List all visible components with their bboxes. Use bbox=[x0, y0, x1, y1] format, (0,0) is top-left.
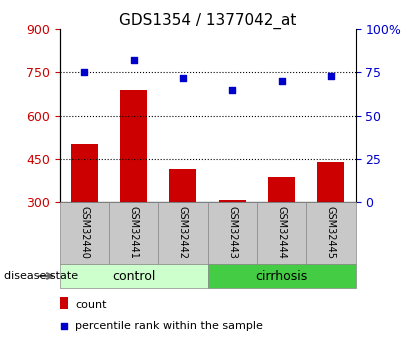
Text: cirrhosis: cirrhosis bbox=[255, 269, 308, 283]
Point bbox=[229, 87, 236, 92]
Point bbox=[81, 70, 88, 75]
Text: GSM32441: GSM32441 bbox=[129, 206, 139, 259]
Bar bbox=[268, 177, 295, 202]
Title: GDS1354 / 1377042_at: GDS1354 / 1377042_at bbox=[119, 13, 296, 29]
Bar bbox=[60, 202, 109, 264]
Bar bbox=[169, 169, 196, 202]
Bar bbox=[71, 144, 98, 202]
Point bbox=[180, 75, 186, 80]
Text: GSM32440: GSM32440 bbox=[79, 206, 89, 259]
Point bbox=[328, 73, 334, 79]
Bar bbox=[109, 202, 158, 264]
Text: GSM32442: GSM32442 bbox=[178, 206, 188, 259]
Text: count: count bbox=[75, 300, 107, 310]
Text: GSM32443: GSM32443 bbox=[227, 206, 237, 259]
Bar bbox=[60, 264, 208, 288]
Point bbox=[278, 78, 285, 84]
Bar bbox=[208, 264, 356, 288]
Bar bbox=[158, 202, 208, 264]
Bar bbox=[219, 200, 246, 202]
Bar bbox=[120, 90, 147, 202]
Text: disease state: disease state bbox=[4, 271, 78, 281]
Bar bbox=[208, 202, 257, 264]
Bar bbox=[306, 202, 356, 264]
Bar bbox=[317, 161, 344, 202]
Text: GSM32444: GSM32444 bbox=[277, 206, 286, 259]
Text: control: control bbox=[112, 269, 155, 283]
Text: GSM32445: GSM32445 bbox=[326, 206, 336, 259]
Bar bbox=[257, 202, 306, 264]
Point bbox=[60, 323, 67, 328]
Text: percentile rank within the sample: percentile rank within the sample bbox=[75, 321, 263, 331]
Bar bbox=[60, 297, 68, 309]
Point bbox=[130, 58, 137, 63]
